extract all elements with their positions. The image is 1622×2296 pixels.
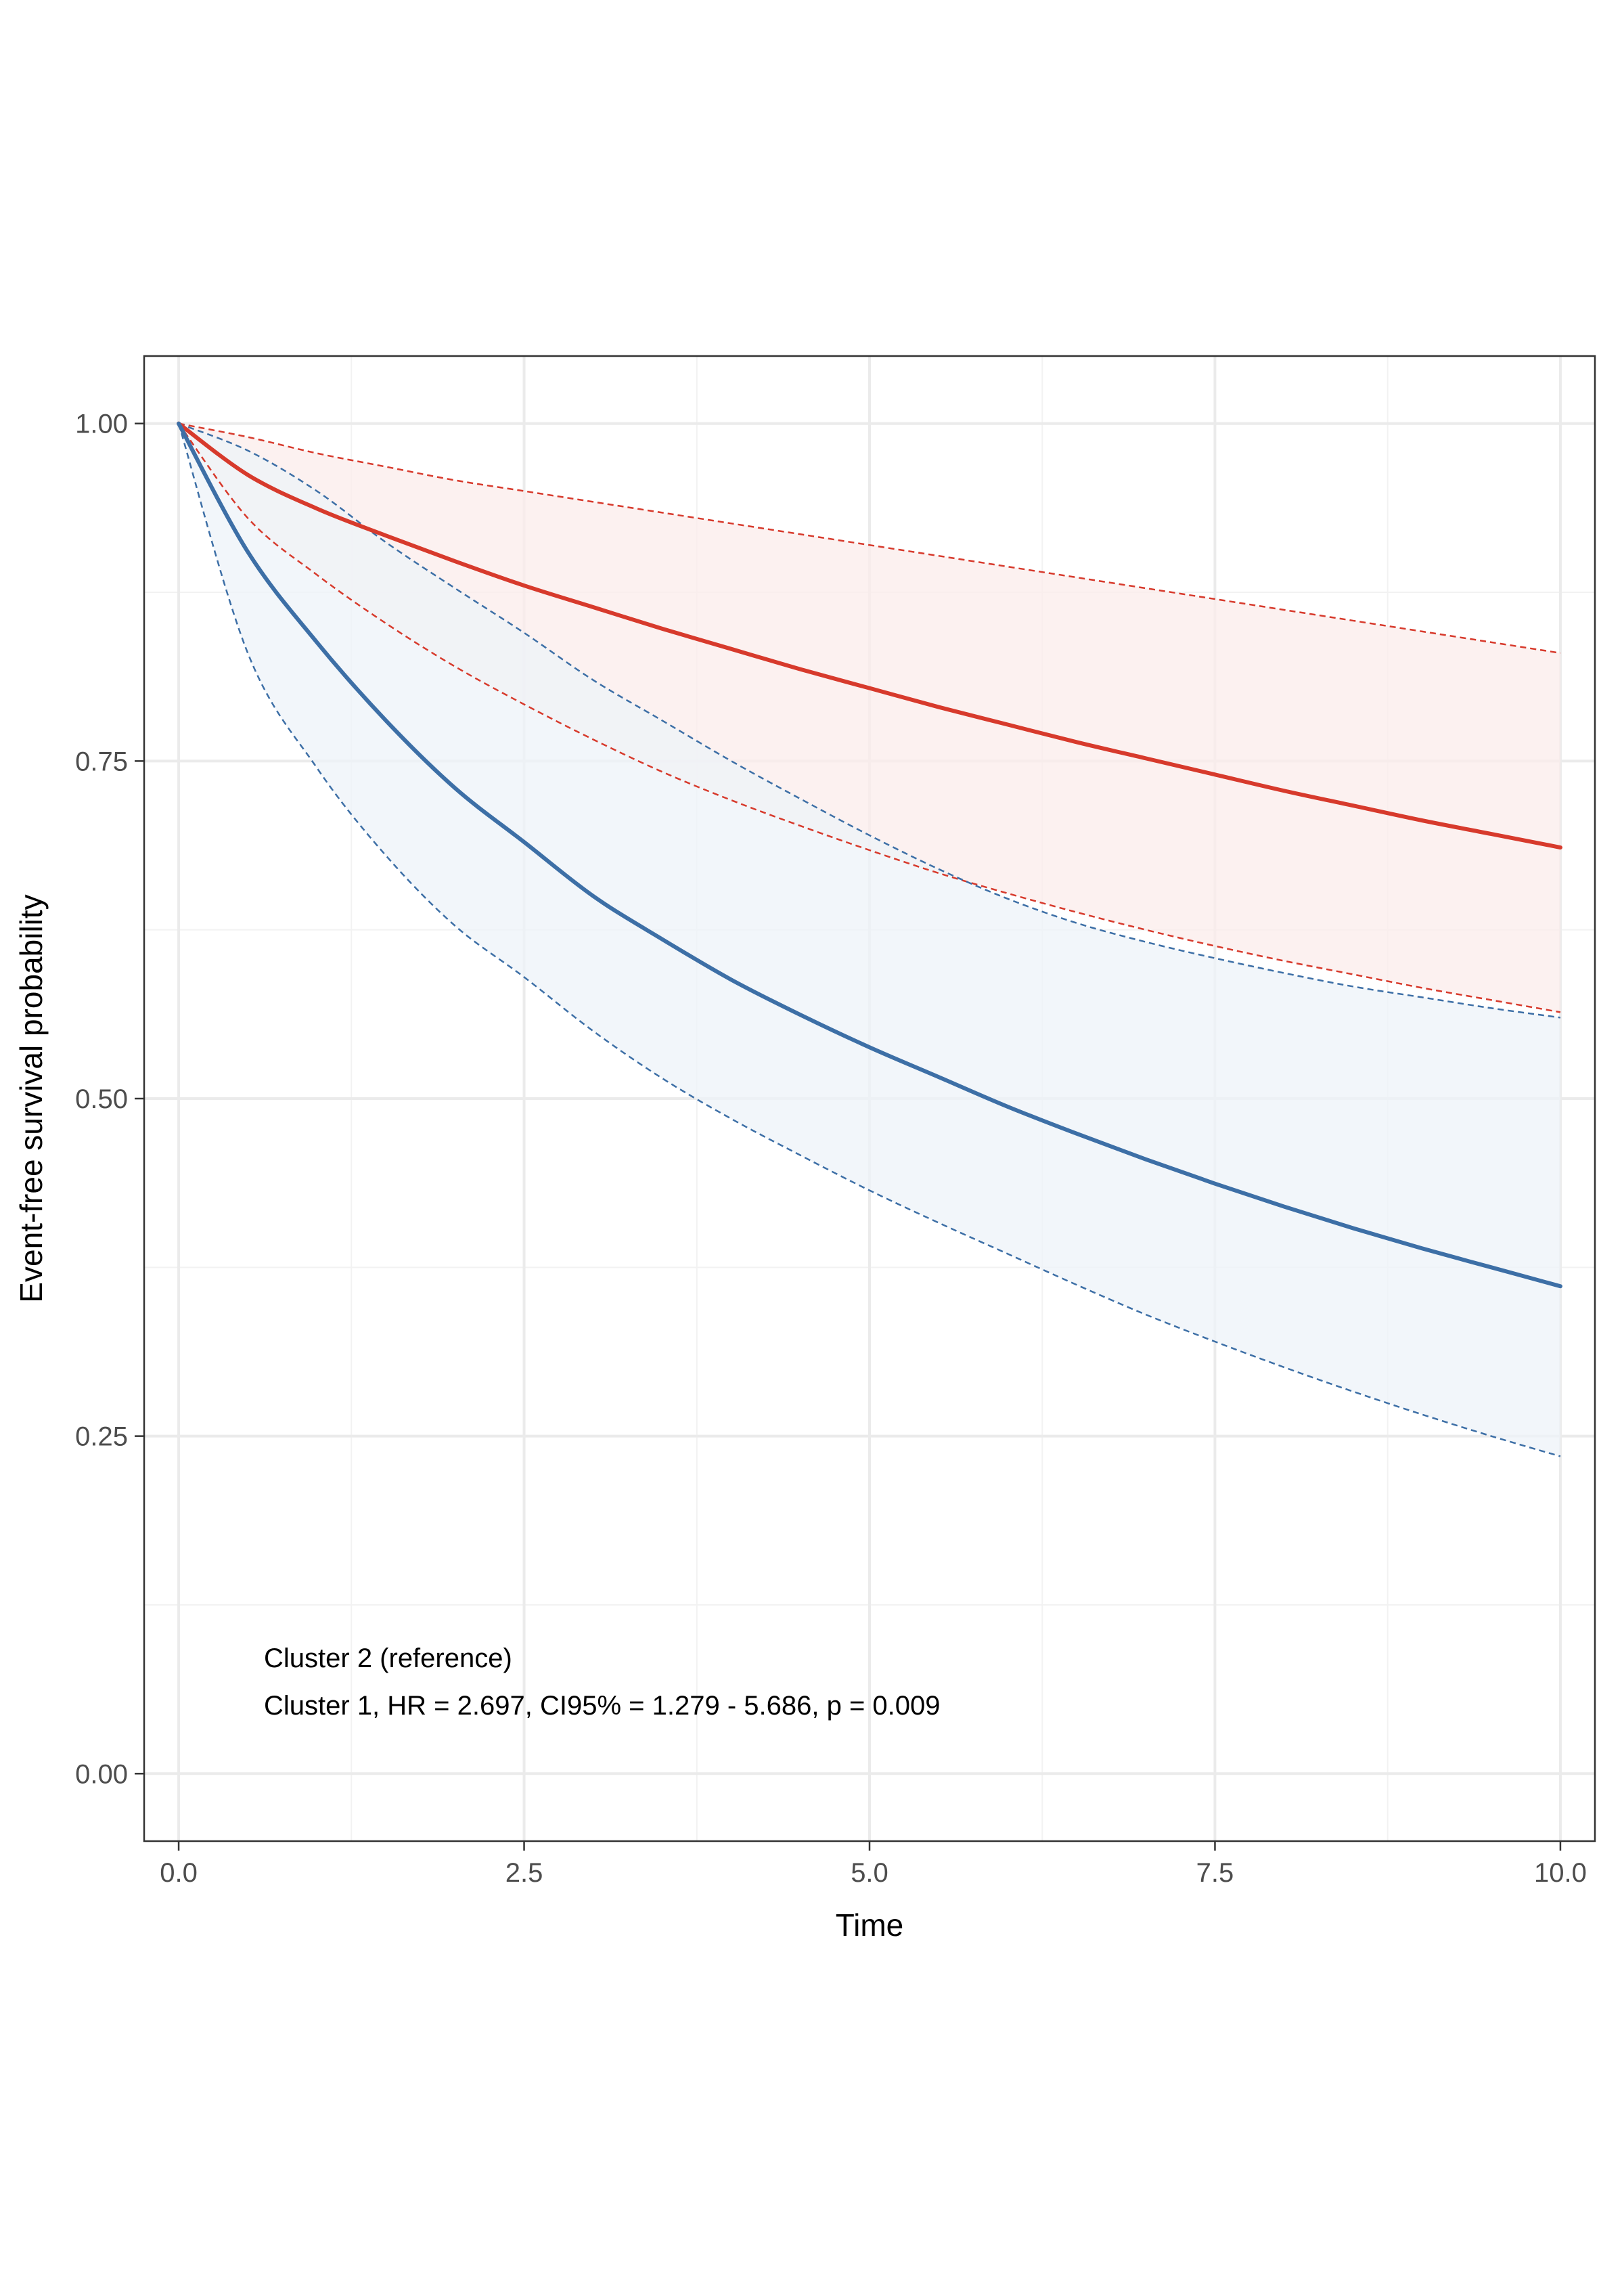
upper-ci-line-2 [178, 422, 1561, 1019]
x-tick-label: 7.5 [1196, 1858, 1234, 1888]
x-tick-label: 5.0 [851, 1858, 888, 1888]
y-tick-label: 0.25 [75, 1422, 128, 1452]
x-tick-label: 10.0 [1534, 1858, 1587, 1888]
annotation-hazard-ratio: Cluster 1, HR = 2.697, CI95% = 1.279 - 5… [264, 1691, 941, 1721]
y-tick-label: 0.50 [75, 1084, 128, 1114]
y-tick-label: 1.00 [75, 410, 128, 439]
annotation-reference: Cluster 2 (reference) [264, 1643, 512, 1673]
y-axis-title: Event-free survival probability [14, 894, 49, 1302]
upper-ci-line-1 [178, 422, 1561, 655]
confidence-lines [177, 422, 1561, 1457]
survival-curves [177, 421, 1562, 1289]
survival-curve-1 [177, 421, 1562, 850]
confidence-band-1 [179, 423, 1560, 1013]
x-tick-label: 0.0 [160, 1858, 198, 1888]
lower-ci-line-2 [177, 423, 1561, 1457]
confidence-bands [179, 423, 1560, 1457]
survival-curve-2 [177, 421, 1562, 1289]
y-tick-label: 0.75 [75, 747, 128, 776]
lower-ci-line-1 [178, 422, 1561, 1013]
x-tick-label: 2.5 [505, 1858, 543, 1888]
confidence-band-2 [179, 423, 1560, 1457]
axes: 0.0 2.5 5.0 7.5 10.0 0.00 0.25 0.50 0.75 1.00 [75, 410, 1587, 1888]
y-tick-label: 0.00 [75, 1759, 128, 1789]
x-axis-title: Time [836, 1907, 904, 1943]
